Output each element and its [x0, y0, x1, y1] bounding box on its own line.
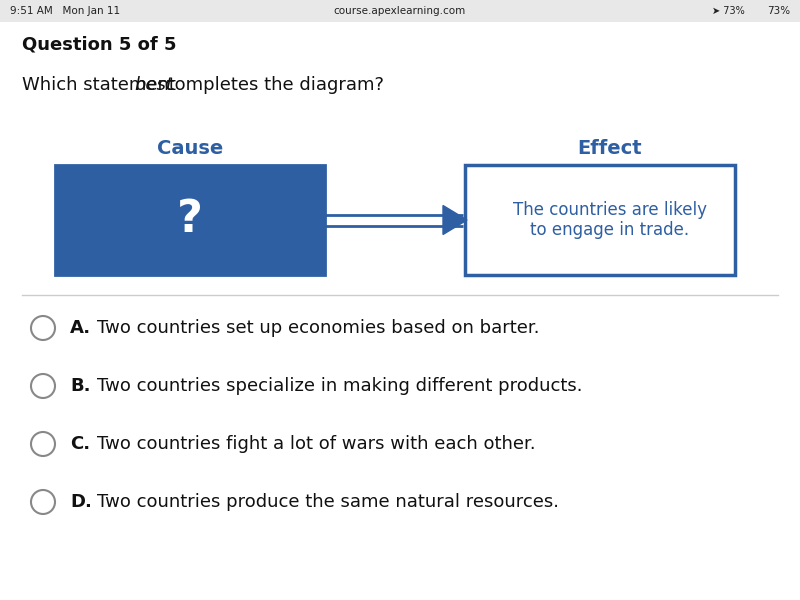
Text: The countries are likely
to engage in trade.: The countries are likely to engage in tr…	[513, 200, 707, 239]
Text: best: best	[134, 76, 173, 94]
Text: Question 5 of 5: Question 5 of 5	[22, 35, 177, 53]
Text: Cause: Cause	[157, 139, 223, 157]
Text: ➤ 73%: ➤ 73%	[712, 6, 745, 16]
Text: course.apexlearning.com: course.apexlearning.com	[334, 6, 466, 16]
Text: Two countries produce the same natural resources.: Two countries produce the same natural r…	[97, 493, 559, 511]
Text: 9:51 AM   Mon Jan 11: 9:51 AM Mon Jan 11	[10, 6, 120, 16]
Text: D.: D.	[70, 493, 92, 511]
Text: A.: A.	[70, 319, 91, 337]
Text: Two countries set up economies based on barter.: Two countries set up economies based on …	[97, 319, 539, 337]
Text: completes the diagram?: completes the diagram?	[159, 76, 384, 94]
Text: Two countries specialize in making different products.: Two countries specialize in making diffe…	[97, 377, 582, 395]
Text: C.: C.	[70, 435, 90, 453]
Text: ?: ?	[177, 199, 203, 241]
Text: B.: B.	[70, 377, 90, 395]
Text: Two countries fight a lot of wars with each other.: Two countries fight a lot of wars with e…	[97, 435, 536, 453]
Polygon shape	[443, 205, 467, 235]
Text: Which statement: Which statement	[22, 76, 182, 94]
Text: Effect: Effect	[578, 139, 642, 157]
Bar	[465, 165, 735, 275]
Bar	[0, 0, 800, 22]
Bar	[55, 165, 325, 275]
Text: 73%: 73%	[767, 6, 790, 16]
